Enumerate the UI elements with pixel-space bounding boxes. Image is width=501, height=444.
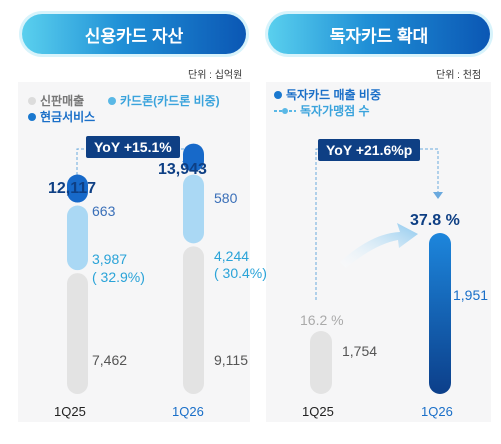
- x-label-left-1q26: 1Q26: [172, 404, 204, 419]
- left-panel-title: 신용카드 자산: [22, 14, 246, 54]
- legend-item-own-card-share: 독자카드 매출 비중: [274, 86, 381, 103]
- share-bar-1Q25: [310, 331, 332, 394]
- left-yoy-badge: YoY +15.1%: [86, 136, 180, 158]
- legend-item-cash-service: 현금서비스: [28, 108, 95, 125]
- right-unit-label: 단위 : 천점: [436, 70, 482, 81]
- cardloan-share-1q25: ( 32.9%): [92, 269, 145, 285]
- stack-bar-카드론(카드론 비중)-1Q26: [183, 174, 204, 244]
- x-label-right-1q26: 1Q26: [421, 404, 453, 419]
- legend-item-cardloan: 카드론(카드론 비중): [108, 92, 220, 109]
- legend-item-own-merchants: 독자가맹점 수: [274, 102, 370, 119]
- legend-line-icon: [274, 107, 296, 114]
- merchants-label-1q26: 1,951: [453, 287, 489, 303]
- cardloan-share-1q26: ( 30.4%): [214, 265, 267, 281]
- legend-item-sales: 신판매출: [28, 92, 84, 109]
- right-yoy-badge: YoY +21.6%p: [318, 139, 421, 161]
- sales-label-1q25: 7,462: [92, 352, 128, 368]
- stack-bar-현금서비스-1Q25: [67, 174, 88, 203]
- merchants-label-1q25: 1,754: [342, 343, 378, 359]
- stack-bar-현금서비스-1Q26: [183, 143, 204, 172]
- legend-label: 독자카드 매출 비중: [286, 88, 381, 102]
- legend-label: 카드론(카드론 비중): [120, 94, 220, 108]
- cardloan-label-1q26: 4,244: [214, 248, 250, 264]
- legend-dot-icon: [28, 96, 36, 105]
- legend-dot-icon: [274, 90, 282, 99]
- x-label-right-1q25: 1Q25: [302, 404, 334, 419]
- legend-dot-icon: [28, 112, 36, 121]
- total-label-1q25: 12,117: [48, 180, 97, 197]
- right-yoy-arrowhead: [433, 192, 443, 199]
- stack-bar-신판매출-1Q26: [183, 246, 204, 394]
- legend-dot-icon: [108, 96, 116, 105]
- legend-label: 현금서비스: [40, 110, 96, 124]
- right-panel-title: 독자카드 확대: [268, 14, 490, 54]
- legend-label: 독자가맹점 수: [300, 104, 370, 118]
- left-unit-label: 단위 : 십억원: [188, 70, 243, 81]
- total-label-1q26: 13,943: [158, 161, 207, 178]
- x-label-left-1q25: 1Q25: [54, 404, 86, 419]
- stack-bar-신판매출-1Q25: [67, 273, 88, 394]
- cash-service-label-1q25: 663: [92, 203, 116, 219]
- growth-arrow-icon: [340, 223, 418, 268]
- sales-label-1q26: 9,115: [214, 352, 248, 368]
- cash-service-label-1q26: 580: [214, 190, 238, 206]
- share-bar-1Q26: [429, 233, 451, 394]
- share-label-1q26: 37.8 %: [410, 212, 460, 229]
- share-label-1q25: 16.2 %: [300, 312, 344, 328]
- cardloan-label-1q25: 3,987: [92, 251, 128, 267]
- legend-label: 신판매출: [40, 94, 85, 108]
- right-panel-background: [266, 82, 491, 422]
- stack-bar-카드론(카드론 비중)-1Q25: [67, 205, 88, 271]
